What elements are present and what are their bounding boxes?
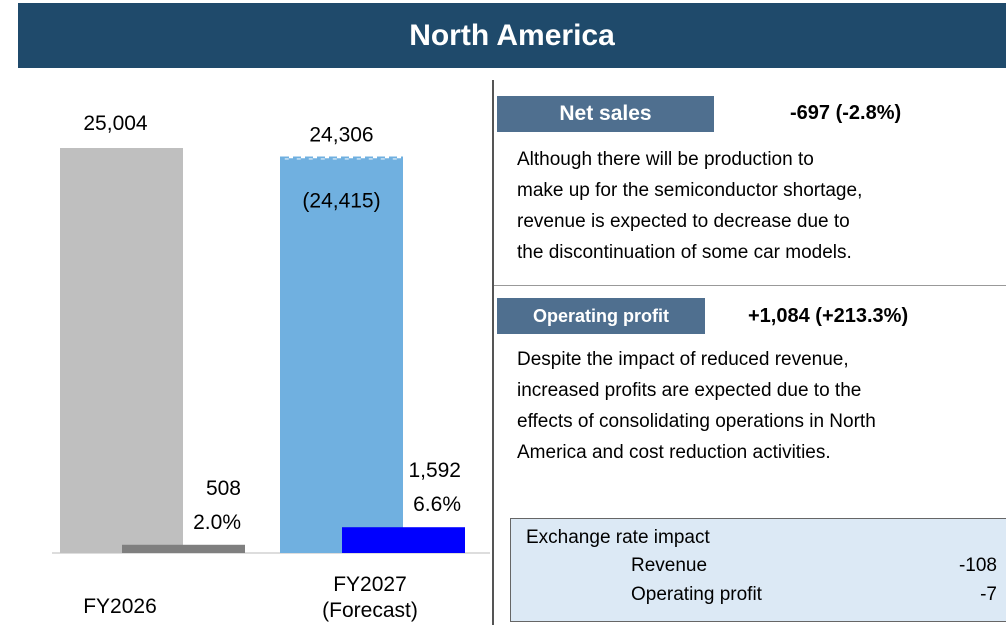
sales-label: 24,306 — [309, 123, 373, 146]
profit-bar — [122, 544, 245, 553]
exchange-value: -7 — [980, 584, 997, 605]
exchange-label: Revenue — [631, 555, 708, 576]
text-line: the discontinuation of some car models. — [517, 242, 852, 263]
text-line: revenue is expected to decrease due to — [517, 211, 850, 232]
previous-forecast-label: (24,415) — [302, 190, 380, 213]
net-sales-text: Although there will be production to make… — [517, 144, 862, 268]
exchange-value: -108 — [958, 555, 997, 576]
text-line: Despite the impact of reduced revenue, — [517, 349, 849, 370]
net-sales-change: -697 (-2.8%) — [790, 102, 902, 124]
text-line: America and cost reduction activities. — [517, 442, 831, 463]
sales-bar — [60, 148, 183, 553]
text-line: increased profits are expected due to th… — [517, 380, 862, 401]
sales-bar — [280, 159, 403, 553]
header-title: North America — [18, 3, 1006, 68]
op-profit-text: Despite the impact of reduced revenue, in… — [517, 344, 876, 468]
exchange-box: Exchange rate impact Revenue -108 Operatin… — [510, 518, 1006, 622]
text-line: Although there will be production to — [517, 149, 814, 170]
previous-forecast — [280, 156, 403, 161]
profit-bar — [342, 527, 465, 553]
exchange-title: Exchange rate impact — [526, 527, 710, 548]
category-label: FY2027 (Forecast) — [322, 573, 418, 622]
sales-label: 25,004 — [83, 112, 148, 135]
op-profit-tag: Operating profit — [497, 298, 705, 334]
net-sales-tag: Net sales — [497, 96, 714, 132]
divider — [492, 80, 494, 625]
separator — [494, 285, 1006, 286]
margin-label: 6.6% — [413, 493, 461, 516]
profit-label: 1,592 — [408, 459, 461, 482]
text-line: make up for the semiconductor shortage, — [517, 180, 863, 201]
op-profit-change: +1,084 (+213.3%) — [748, 305, 909, 327]
profit-label: 508 — [206, 477, 241, 500]
exchange-label: Operating profit — [631, 584, 762, 605]
category-label: FY2026 — [83, 595, 157, 618]
margin-label: 2.0% — [193, 511, 241, 534]
chart: 25,004 508 2.0% 24,306 1,592 6.6% (24,415) — [52, 112, 490, 554]
text-line: effects of consolidating operations in N… — [517, 411, 876, 432]
